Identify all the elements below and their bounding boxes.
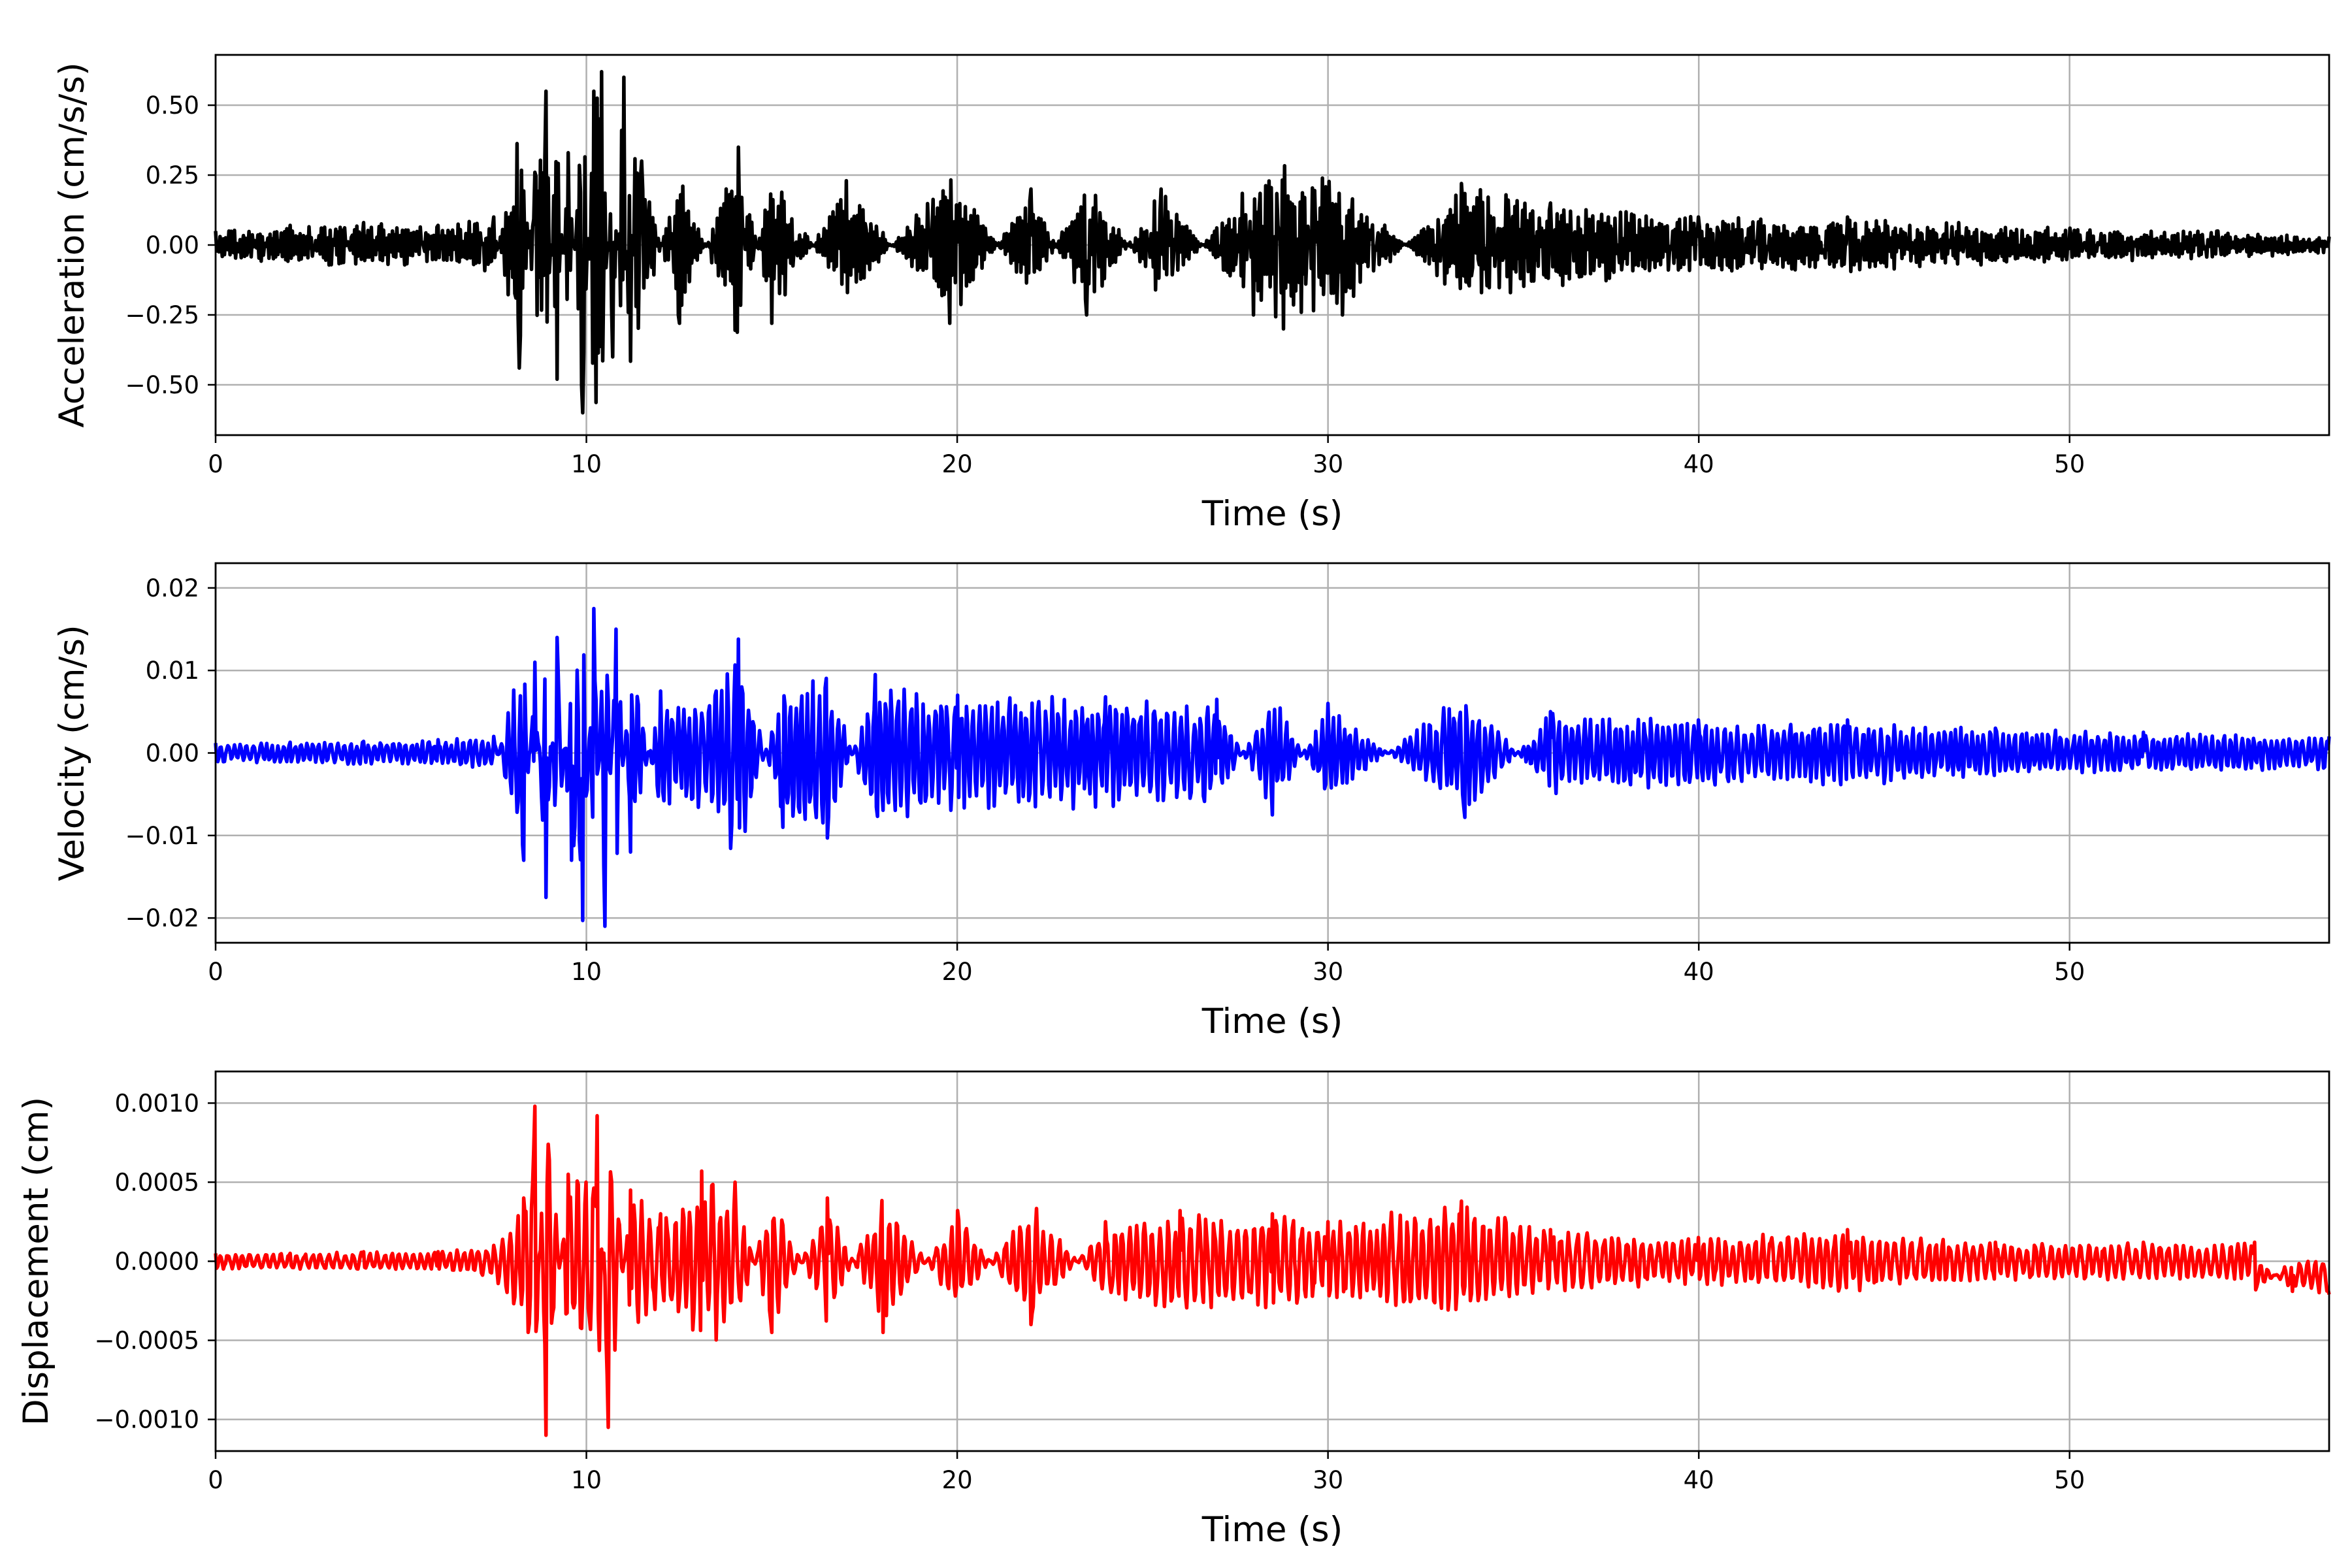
- acceleration-x-tick-label: 50: [2054, 450, 2085, 478]
- displacement-y-tick-label: −0.0010: [95, 1406, 199, 1434]
- displacement-ticks: 0 10 20 30 40 50 0.0010 0.0005 0.0000 −0.0005 −0.0…: [95, 1089, 2085, 1494]
- velocity-y-tick-label: −0.01: [125, 822, 199, 850]
- displacement-y-tick-label: 0.0000: [115, 1248, 199, 1276]
- displacement-y-tick-label: 0.0010: [115, 1089, 199, 1117]
- displacement-x-tick-label: 0: [208, 1466, 223, 1494]
- displacement-x-axis-label: Time (s): [1201, 1510, 1343, 1550]
- velocity-ticks: 0 10 20 30 40 50 0.02 0.01 0.00 −0.01 −0.02: [125, 574, 2085, 986]
- displacement-y-tick-label: −0.0005: [95, 1327, 199, 1355]
- velocity-y-tick-label: −0.02: [125, 904, 199, 932]
- velocity-y-tick-label: 0.01: [146, 657, 199, 685]
- acceleration-x-axis-label: Time (s): [1201, 494, 1343, 534]
- acceleration-x-tick-label: 0: [208, 450, 223, 478]
- velocity-y-tick-label: 0.02: [146, 574, 199, 602]
- velocity-x-tick-label: 30: [1313, 958, 1343, 986]
- acceleration-x-tick-label: 30: [1313, 450, 1343, 478]
- acceleration-x-tick-label: 40: [1684, 450, 1714, 478]
- displacement-x-tick-label: 20: [942, 1466, 973, 1494]
- displacement-x-tick-label: 30: [1313, 1466, 1343, 1494]
- velocity-x-tick-label: 10: [571, 958, 602, 986]
- acceleration-trace-line: [214, 69, 2331, 415]
- acceleration-x-tick-label: 10: [571, 450, 602, 478]
- velocity-x-tick-label: 50: [2054, 958, 2085, 986]
- acceleration-x-tick-label: 20: [942, 450, 973, 478]
- displacement-x-tick-label: 10: [571, 1466, 602, 1494]
- velocity-panel: 0 10 20 30 40 50 0.02 0.01 0.00 −0.01 −0.02 Time (…: [52, 562, 2331, 1041]
- acceleration-y-tick-label: 0.25: [146, 161, 199, 189]
- displacement-y-tick-label: 0.0005: [115, 1168, 199, 1196]
- acceleration-panel: 0 10 20 30 40 50 0.50 0.25 0.00 −0.25 −0.50 Time (…: [52, 54, 2331, 534]
- velocity-x-tick-label: 20: [942, 958, 973, 986]
- velocity-y-axis-label: Velocity (cm/s): [52, 625, 92, 881]
- acceleration-y-tick-label: 0.00: [146, 231, 199, 259]
- acceleration-ticks: 0 10 20 30 40 50 0.50 0.25 0.00 −0.25 −0.50: [125, 91, 2085, 478]
- velocity-x-tick-label: 0: [208, 958, 223, 986]
- velocity-y-tick-label: 0.00: [146, 740, 199, 768]
- acceleration-y-tick-label: −0.25: [125, 301, 199, 329]
- velocity-trace-line: [214, 606, 2331, 928]
- displacement-x-tick-label: 40: [1684, 1466, 1714, 1494]
- velocity-x-tick-label: 40: [1684, 958, 1714, 986]
- acceleration-y-tick-label: −0.50: [125, 371, 199, 399]
- acceleration-y-tick-label: 0.50: [146, 91, 199, 120]
- displacement-x-tick-label: 50: [2054, 1466, 2085, 1494]
- displacement-y-axis-label: Displacement (cm): [16, 1097, 56, 1426]
- velocity-x-axis-label: Time (s): [1201, 1002, 1343, 1041]
- displacement-trace-line: [214, 1104, 2331, 1437]
- displacement-panel: 0 10 20 30 40 50 0.0010 0.0005 0.0000 −0.0005 −0.0…: [16, 1070, 2331, 1550]
- acceleration-y-axis-label: Acceleration (cm/s/s): [52, 62, 92, 427]
